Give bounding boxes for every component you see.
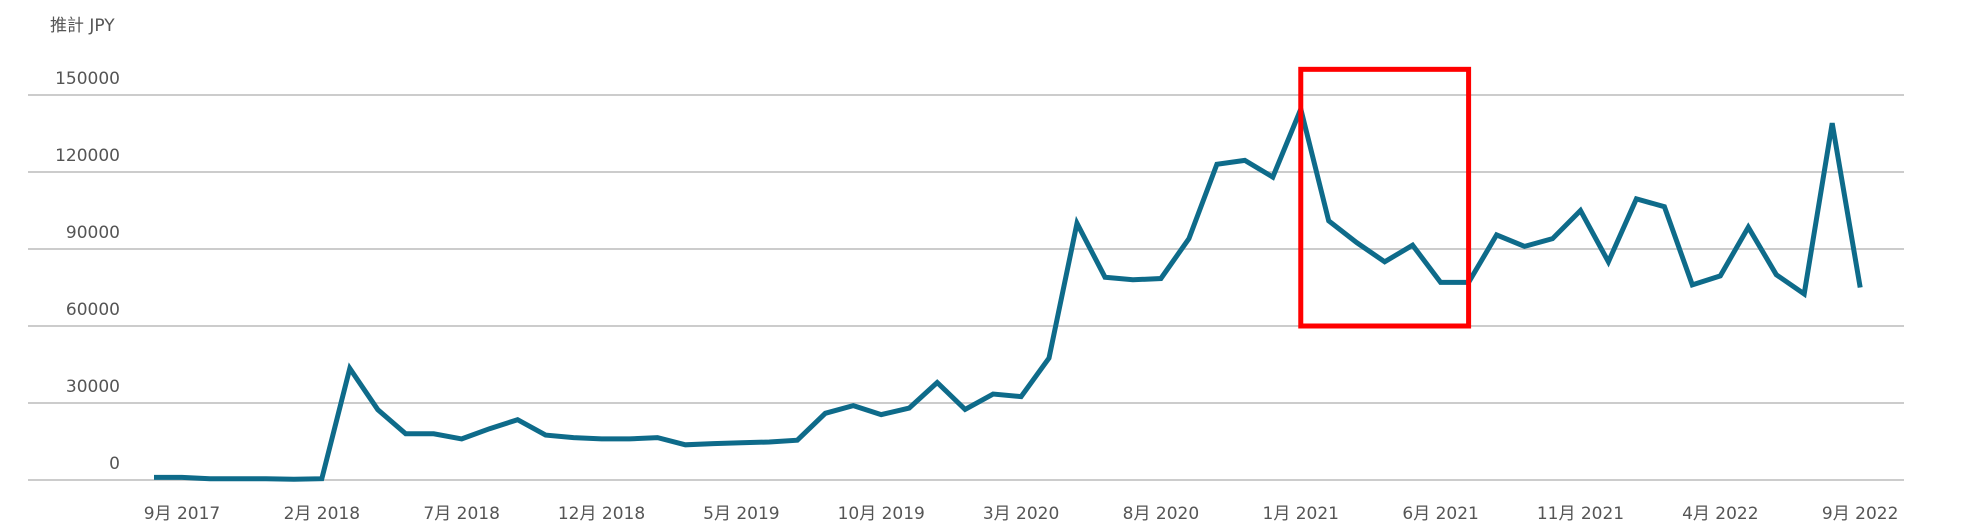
- y-tick-label: 150000: [55, 69, 120, 89]
- x-tick-label: 3月 2020: [983, 504, 1059, 524]
- y-tick-label: 120000: [55, 146, 120, 166]
- x-tick-label: 9月 2022: [1822, 504, 1898, 524]
- x-tick-label: 9月 2017: [144, 504, 220, 524]
- highlight-box: [1298, 66, 1472, 329]
- y-tick-label: 0: [109, 454, 120, 474]
- y-tick-label: 60000: [66, 300, 120, 320]
- x-tick-label: 8月 2020: [1123, 504, 1199, 524]
- x-tick-label: 5月 2019: [703, 504, 779, 524]
- y-axis-title: 推計 JPY: [50, 16, 115, 36]
- x-tick-label: 2月 2018: [284, 504, 360, 524]
- x-tick-label: 10月 2019: [838, 504, 925, 524]
- x-tick-label: 4月 2022: [1682, 504, 1758, 524]
- x-tick-label: 12月 2018: [558, 504, 645, 524]
- x-tick-label: 7月 2018: [423, 504, 499, 524]
- x-tick-label: 6月 2021: [1402, 504, 1478, 524]
- x-tick-label: 1月 2021: [1263, 504, 1339, 524]
- series-line: [154, 101, 1863, 482]
- x-tick-label: 11月 2021: [1537, 504, 1624, 524]
- y-tick-label: 90000: [66, 223, 120, 243]
- y-tick-label: 30000: [66, 377, 120, 397]
